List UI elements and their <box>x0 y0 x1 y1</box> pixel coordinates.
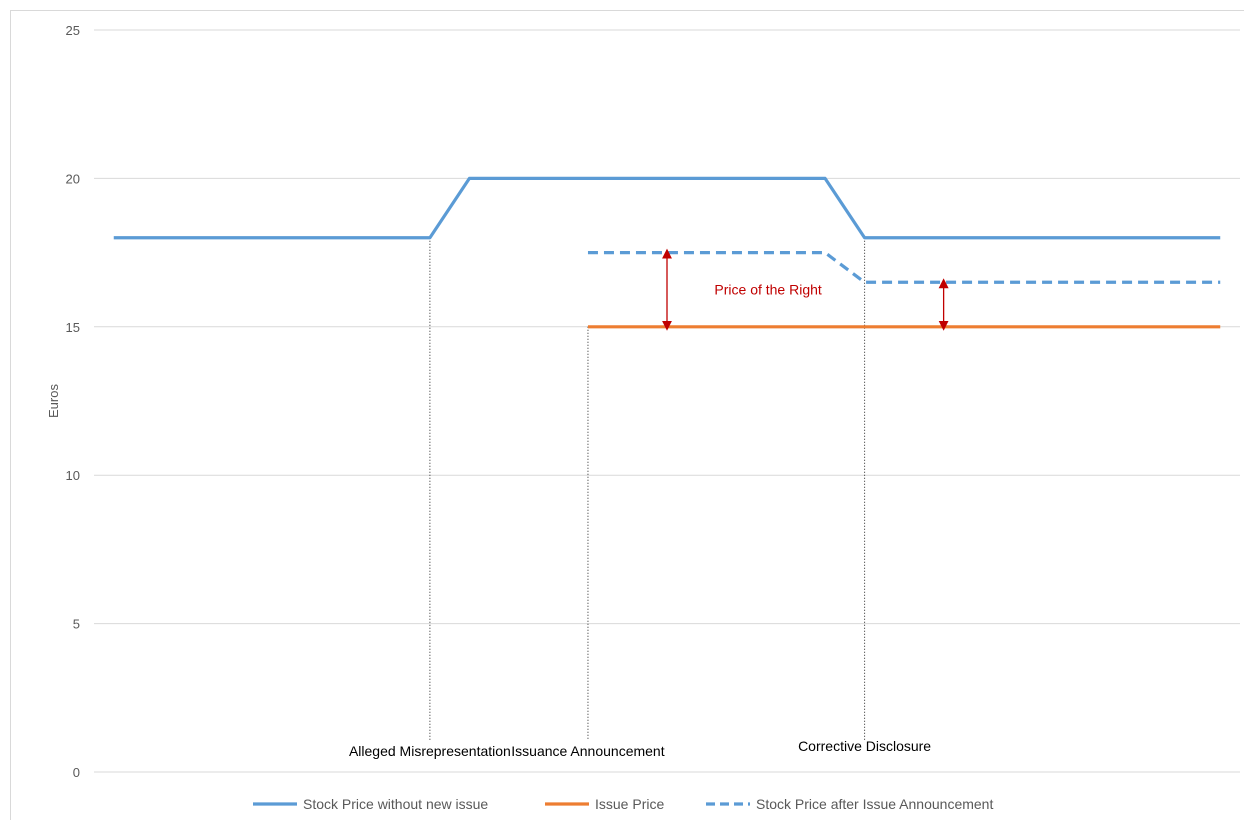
event-markers: Alleged Misrepresentation Issuance Announ… <box>349 237 931 759</box>
y-tick-label: 20 <box>66 171 80 186</box>
series-line-1 <box>113 176 1221 240</box>
event-label-3: Corrective Disclosure <box>798 738 931 754</box>
price-of-right-annotation: Price of the Right <box>714 281 821 297</box>
y-tick-label: 0 <box>73 765 80 780</box>
y-tick-labels: 0 5 10 15 20 25 <box>66 23 80 780</box>
legend-label-1: Stock Price without new issue <box>303 796 488 812</box>
legend: Stock Price without new issue Issue Price… <box>253 796 993 812</box>
series-line-3 <box>587 251 1221 284</box>
legend-label-3: Stock Price after Issue Announcement <box>756 796 993 812</box>
y-tick-label: 15 <box>66 320 80 335</box>
y-tick-label: 25 <box>66 23 80 38</box>
y-tick-label: 5 <box>73 617 80 632</box>
event-label-2: Issuance Announcement <box>511 743 664 759</box>
legend-label-2: Issue Price <box>595 796 664 812</box>
chart-frame <box>10 10 1244 820</box>
event-label-1: Alleged Misrepresentation <box>349 743 511 759</box>
series-lines <box>113 176 1221 329</box>
price-of-right-arrows <box>662 248 949 331</box>
y-tick-label: 10 <box>66 468 80 483</box>
gridlines <box>94 29 1240 773</box>
y-axis-title: Euros <box>46 384 61 418</box>
